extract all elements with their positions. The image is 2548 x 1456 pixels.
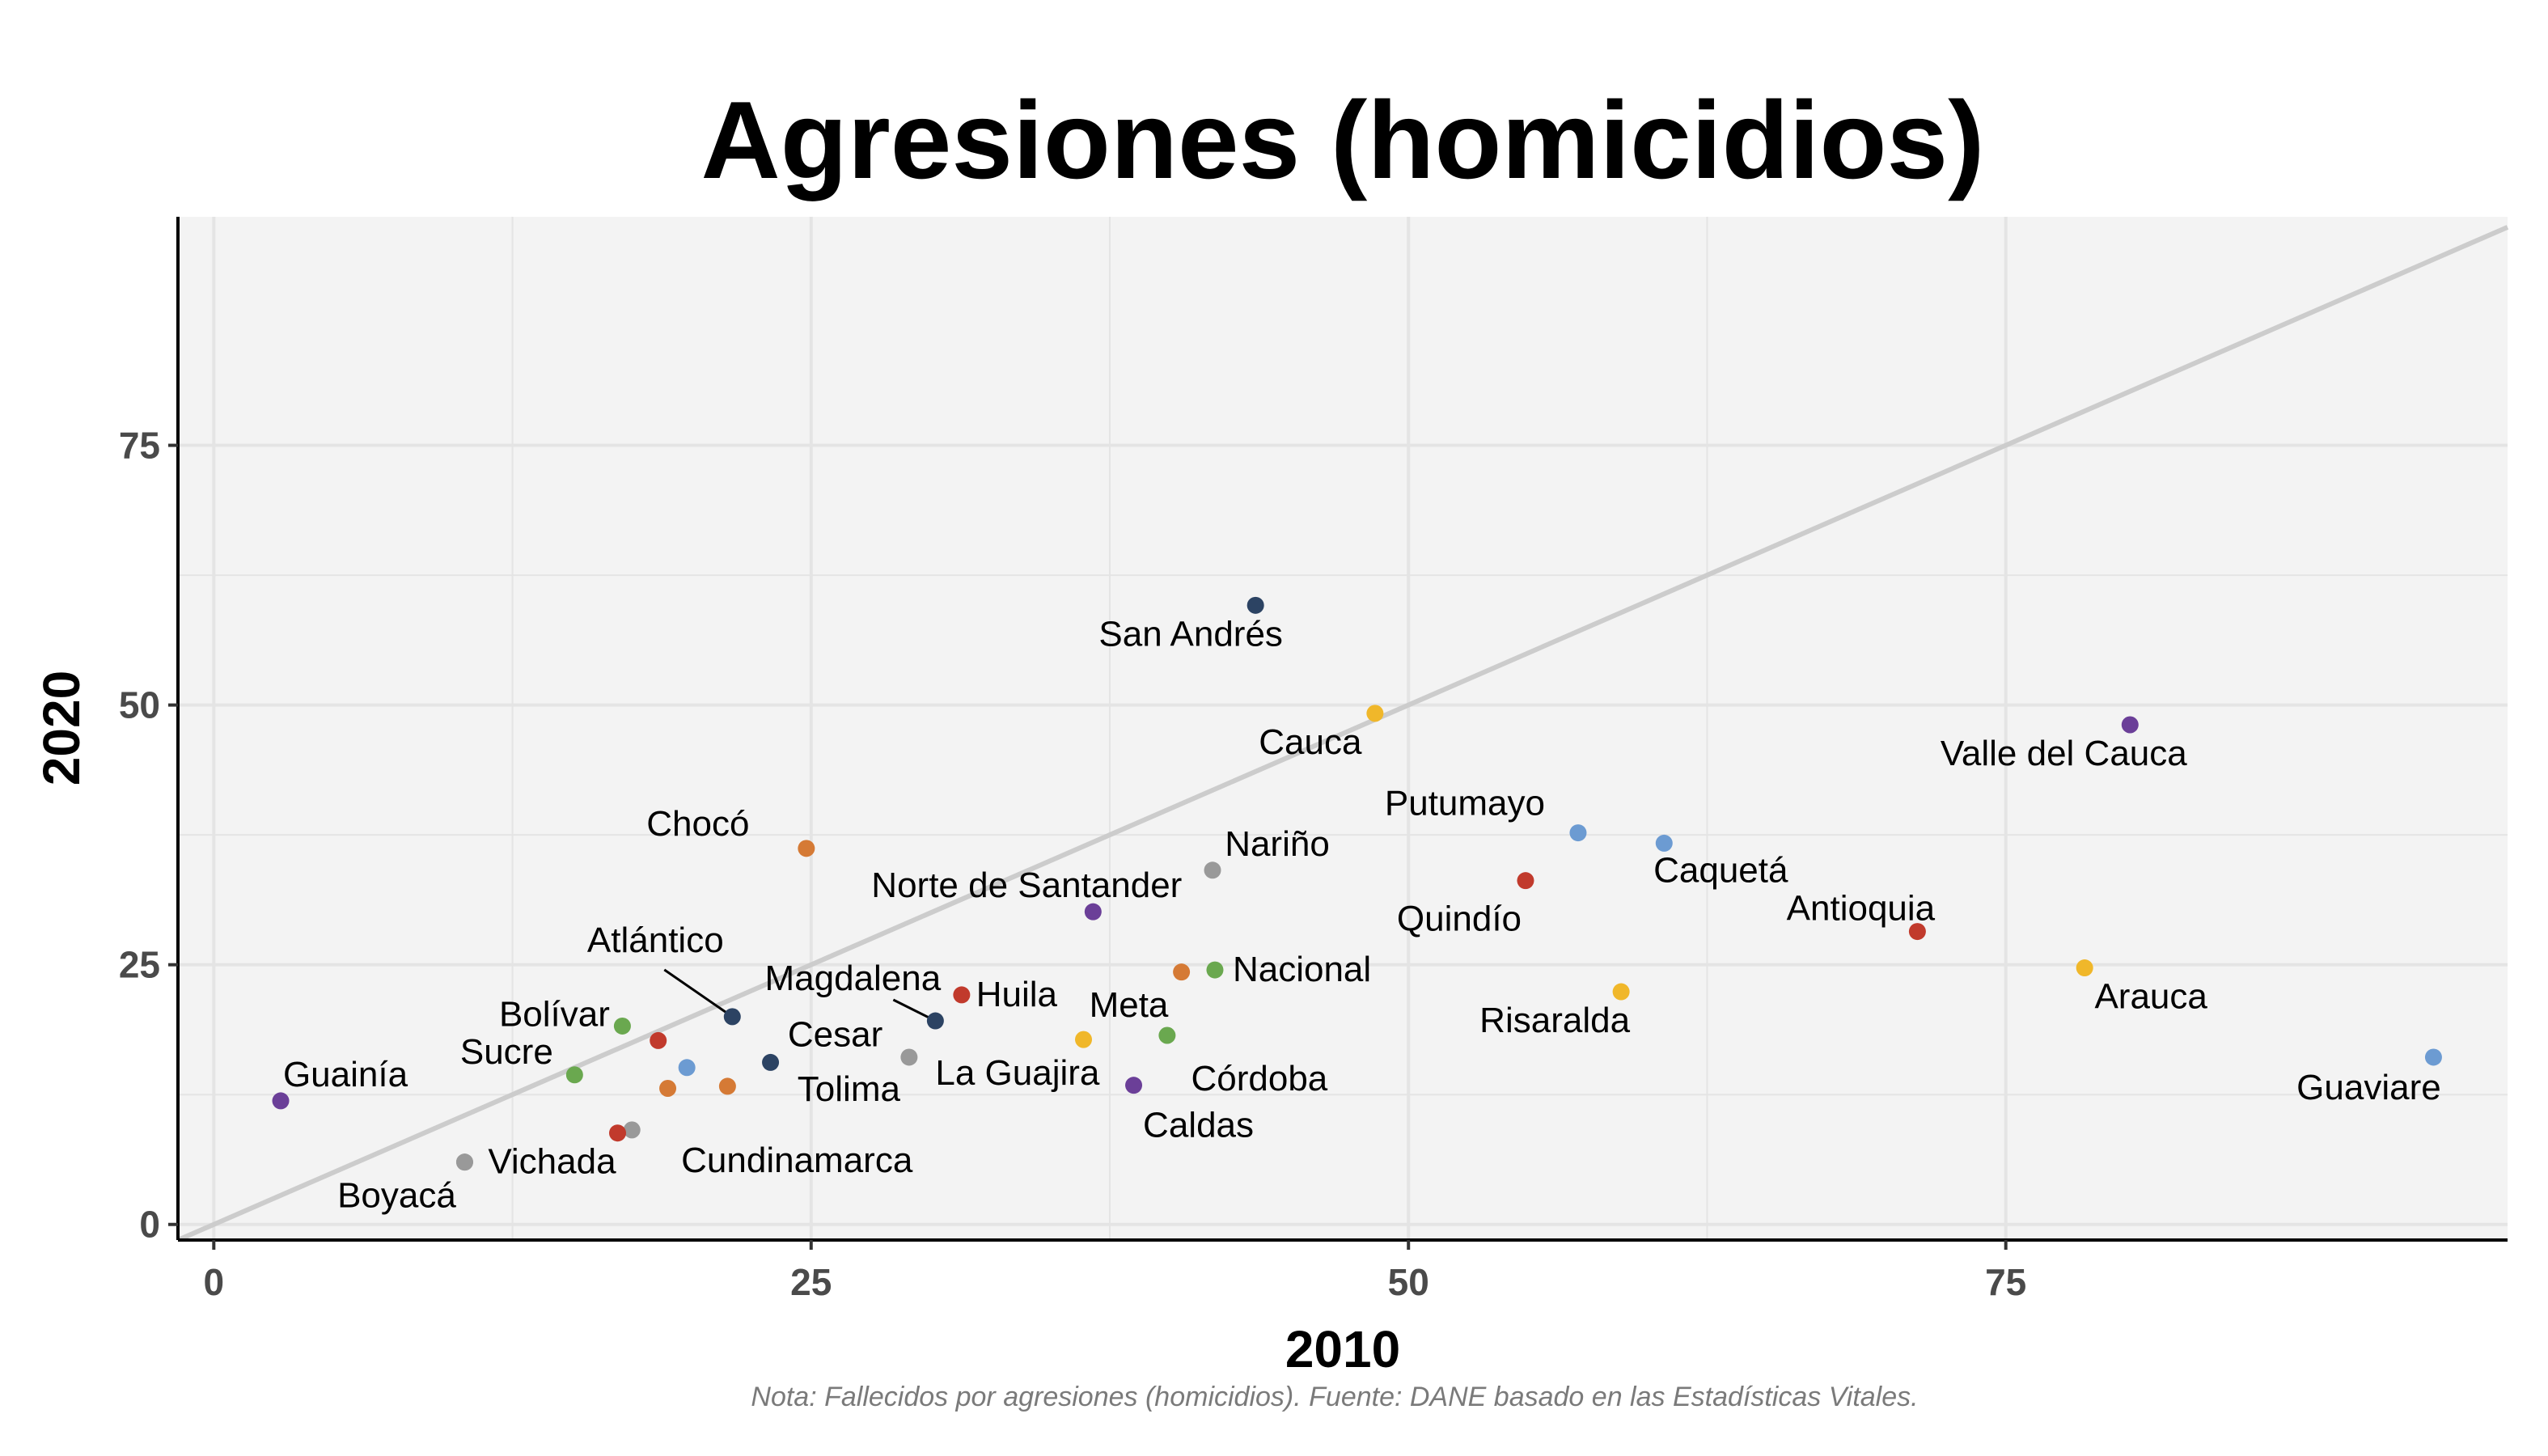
y-axis-ticks: 0 25 50 75 [119, 425, 178, 1246]
leader-line-atlantico [663, 968, 734, 1018]
point-label-caldas: Caldas [1143, 1106, 1254, 1145]
point-label-sucre: Sucre [460, 1032, 553, 1072]
data-point-cordoba [1158, 1026, 1176, 1044]
point-label-quindio: Quindío [1397, 899, 1522, 939]
data-point-caldas [1125, 1077, 1143, 1094]
point-label-valle-del-cauca: Valle del Cauca [1941, 734, 2187, 773]
point-label-guaviare: Guaviare [2296, 1068, 2441, 1107]
point-label-antioquia: Antioquia [1787, 889, 1936, 929]
data-point-quindio [1517, 872, 1534, 890]
x-tick-label-3: 75 [1985, 1261, 2026, 1303]
data-point-tolima [718, 1077, 736, 1095]
chart-caption: Nota: Fallecidos por agresiones (homicid… [751, 1382, 1918, 1412]
data-point-unlabeled-24 [678, 1059, 696, 1077]
data-point-norte-de-santander [1084, 903, 1102, 921]
x-axis-ticks: 0 25 50 75 [204, 1240, 2026, 1303]
x-tick-label-1: 25 [790, 1261, 832, 1303]
data-point-nacional [1206, 961, 1224, 979]
data-point-caqueta [1655, 834, 1673, 852]
point-label-choco: Chocó [646, 804, 749, 844]
data-point-guaviare [2424, 1048, 2442, 1066]
point-label-norte-de-santander: Norte de Santander [871, 866, 1182, 905]
point-label-magdalena: Magdalena [765, 959, 942, 998]
data-point-cauca [1366, 705, 1384, 722]
point-label-guainia: Guainía [283, 1055, 408, 1094]
y-tick-label-1: 25 [119, 944, 160, 986]
data-point-unlabeled-31 [609, 1124, 627, 1142]
data-point-cesar [762, 1053, 780, 1071]
point-label-cordoba: Córdoba [1191, 1059, 1328, 1098]
data-point-boyaca [455, 1153, 473, 1171]
data-point-sucre [565, 1066, 583, 1084]
data-point-putumayo [1569, 824, 1587, 842]
reference-line-y-equals-x [176, 225, 2509, 1242]
data-point-unlabeled-20 [650, 1031, 667, 1049]
data-point-choco [798, 840, 815, 857]
point-label-tolima: Tolima [798, 1069, 901, 1109]
data-point-san-andres [1246, 596, 1264, 614]
point-label-caqueta: Caquetá [1653, 850, 1788, 890]
point-label-la-guajira: La Guajira [935, 1053, 1100, 1093]
x-tick-label-2: 50 [1388, 1261, 1429, 1303]
point-label-boyaca: Boyacá [337, 1176, 456, 1216]
data-point-antioquia [1908, 923, 1926, 941]
point-label-narino: Nariño [1225, 824, 1330, 864]
point-label-san-andres: San Andrés [1098, 614, 1283, 654]
point-label-meta: Meta [1090, 985, 1169, 1025]
data-point-unlabeled-12 [1173, 963, 1191, 981]
x-axis-title: 2010 [1285, 1320, 1400, 1378]
point-label-arauca: Arauca [2094, 977, 2207, 1017]
data-point-arauca [2076, 959, 2093, 977]
data-point-risaralda [1612, 983, 1630, 1001]
point-label-risaralda: Risaralda [1479, 1001, 1630, 1040]
data-point-cundinamarca [623, 1121, 641, 1139]
y-tick-label-2: 50 [119, 684, 160, 726]
point-label-cesar: Cesar [788, 1014, 882, 1054]
point-labels: San Andrés Cauca Valle del Cauca Putumayo Ca… [283, 614, 2441, 1215]
y-tick-label-3: 75 [119, 425, 160, 467]
data-point-magdalena [926, 1012, 944, 1030]
data-point-unlabeled-28 [659, 1079, 677, 1097]
y-tick-label-0: 0 [139, 1204, 160, 1246]
data-point-narino [1204, 861, 1221, 879]
data-point-huila [953, 986, 971, 1004]
y-axis-title: 2020 [32, 671, 91, 785]
data-point-guainia [272, 1092, 290, 1110]
point-label-cundinamarca: Cundinamarca [681, 1141, 913, 1180]
x-tick-label-0: 0 [204, 1261, 225, 1303]
data-point-atlantico [723, 1008, 741, 1026]
chart-title: Agresiones (homicidios) [701, 78, 1985, 201]
point-label-nacional: Nacional [1233, 950, 1371, 989]
point-label-atlantico: Atlántico [587, 921, 724, 960]
point-label-huila: Huila [976, 975, 1058, 1014]
data-point-meta [1075, 1031, 1093, 1048]
data-point-valle-del-cauca [2121, 716, 2139, 734]
point-label-putumayo: Putumayo [1385, 784, 1545, 823]
data-point-bolivar [613, 1017, 631, 1035]
point-label-bolivar: Bolívar [499, 994, 610, 1034]
point-label-cauca: Cauca [1259, 722, 1362, 762]
data-point-la-guajira [900, 1048, 918, 1066]
grid-lines [178, 217, 2508, 1240]
data-points [272, 596, 2442, 1171]
point-label-vichada: Vichada [488, 1142, 616, 1182]
